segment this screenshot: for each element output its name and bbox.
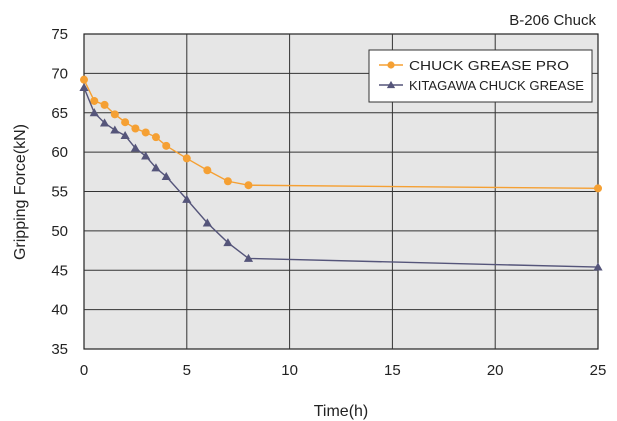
data-point [202,218,212,227]
grid-lines [84,34,598,349]
y-tick-label: 35 [51,341,68,358]
data-point [244,181,253,190]
data-point [90,96,99,105]
data-point [243,253,254,262]
y-tick-label: 45 [51,262,68,279]
data-point [161,171,171,180]
data-point [120,130,130,140]
data-point [151,133,160,142]
data-point [182,154,191,163]
y-tick-label: 40 [51,302,68,319]
data-point [593,262,603,271]
x-tick-label: 25 [590,362,607,379]
y-tick-label: 75 [51,26,68,43]
data-point [131,124,140,133]
data-point [223,238,233,247]
data-point [121,118,130,127]
y-axis-ticks: 35 40 45 50 55 60 65 70 75 [51,26,68,358]
chart-title: B-206 Chuck [509,12,596,29]
x-axis-ticks: 0 5 10 15 20 25 [80,362,607,379]
data-point [100,100,109,109]
data-point [110,125,120,134]
legend-item-1: KITAGAWA CHUCK GREASE [379,78,584,93]
data-point [223,177,232,186]
legend-label: CHUCK GREASE PRO [409,58,569,73]
x-tick-label: 10 [281,362,298,379]
legend-item-0: CHUCK GREASE PRO [379,58,569,73]
legend-label: KITAGAWA CHUCK GREASE [409,78,584,93]
legend: CHUCK GREASE PRO KITAGAWA CHUCK GREASE [368,49,593,103]
data-point [182,194,192,203]
data-point [162,141,171,150]
data-point [141,128,150,137]
x-tick-label: 5 [183,362,191,379]
x-axis-title: Time(h) [314,403,369,420]
data-point [130,143,140,152]
data-point [89,108,99,117]
data-point [141,151,151,160]
series-1 [79,82,603,271]
x-tick-label: 15 [384,362,401,379]
y-tick-label: 70 [51,65,68,82]
data-point [80,75,88,84]
series-layer [79,75,603,271]
legend-swatch-marker [386,80,396,89]
y-axis-title: Gripping Force(kN) [12,124,29,260]
y-tick-label: 60 [51,144,68,161]
data-point [151,163,161,172]
data-point [594,184,602,193]
y-tick-label: 55 [51,184,68,201]
data-point [79,82,89,91]
data-point [203,166,212,175]
y-tick-label: 65 [51,105,68,122]
data-point [99,118,110,127]
data-point [110,110,119,119]
legend-swatch-marker [387,61,395,69]
x-tick-label: 20 [487,362,504,379]
series-0 [80,75,602,193]
legend-box [368,49,593,103]
y-tick-label: 50 [51,223,68,240]
x-tick-label: 0 [80,362,88,379]
